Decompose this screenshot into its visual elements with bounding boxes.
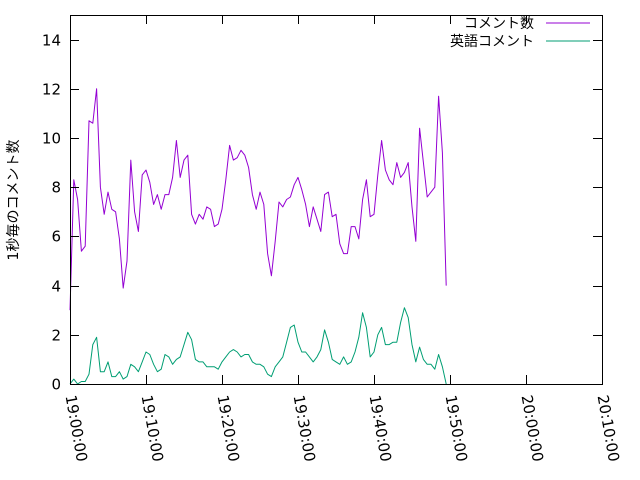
legend-label-0: コメント数 <box>464 16 534 32</box>
y-tick-label: 10 <box>42 130 61 148</box>
series-line-1 <box>69 307 447 385</box>
y-tick-label: 8 <box>51 179 61 197</box>
y-axis-label: 1秒毎のコメント数 <box>6 140 22 261</box>
legend-label-1: 英語コメント <box>450 33 534 50</box>
y-tick-label: 2 <box>51 327 61 345</box>
y-tick-label: 0 <box>51 376 61 394</box>
y-tick-label: 4 <box>51 278 61 296</box>
y-tick-label: 14 <box>42 32 61 50</box>
y-tick-label: 6 <box>51 228 61 246</box>
legend: コメント数 英語コメント <box>450 16 590 50</box>
series-lines <box>69 88 447 385</box>
plot-frame <box>70 15 603 385</box>
series-line-0 <box>69 88 447 311</box>
y-axis: 0 2 4 6 8 10 12 14 <box>42 32 602 394</box>
y-tick-label: 12 <box>42 81 61 99</box>
